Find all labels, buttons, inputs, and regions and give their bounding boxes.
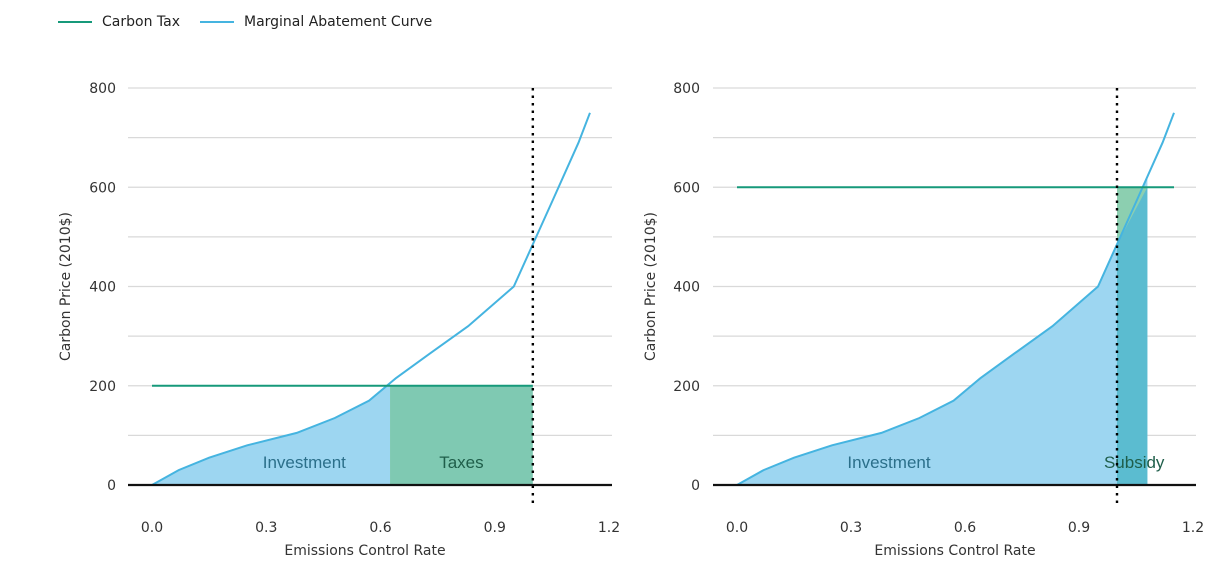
subsidy-tax-gap — [1117, 187, 1148, 245]
region-label-taxes: Taxes — [439, 453, 483, 472]
legend-item-marginal-abatement-curve: Marginal Abatement Curve — [199, 14, 433, 30]
investment-area — [152, 383, 391, 485]
y-tick-label: 800 — [89, 81, 116, 97]
x-tick-label: 0.9 — [1068, 520, 1090, 536]
subsidy-area — [1117, 187, 1148, 485]
x-tick-label: 0.6 — [954, 520, 976, 536]
y-tick-label: 400 — [89, 280, 116, 296]
taxes-area — [390, 385, 533, 485]
region-label-subsidy: Subsidy — [1104, 453, 1165, 472]
x-axis-title: Emissions Control Rate — [874, 543, 1035, 559]
legend-swatch-carbon-tax — [58, 21, 92, 23]
legend-swatch-marginal-abatement-curve — [199, 21, 234, 23]
y-tick-label: 600 — [89, 180, 116, 196]
x-tick-label: 1.2 — [598, 520, 620, 536]
y-tick-label: 400 — [673, 280, 700, 296]
y-tick-label: 800 — [673, 81, 700, 97]
x-axis-title: Emissions Control Rate — [284, 543, 445, 559]
legend-item-carbon-tax: Carbon Tax — [58, 14, 180, 30]
x-tick-label: 0.3 — [255, 520, 277, 536]
region-label-investment: Investment — [263, 453, 346, 472]
x-tick-label: 0.0 — [141, 520, 163, 536]
y-tick-label: 0 — [107, 478, 116, 494]
legend-label-carbon-tax: Carbon Tax — [102, 14, 180, 30]
x-tick-label: 0.6 — [369, 520, 391, 536]
legend: Carbon Tax Marginal Abatement Curve — [58, 10, 452, 34]
y-axis-title: Carbon Price (2010$) — [58, 212, 74, 361]
y-tick-label: 200 — [89, 379, 116, 395]
x-tick-label: 0.3 — [840, 520, 862, 536]
marginal-abatement-curve-line — [151, 112, 591, 486]
y-tick-label: 0 — [691, 478, 700, 494]
legend-label-marginal-abatement-curve: Marginal Abatement Curve — [243, 14, 433, 30]
x-tick-label: 0.9 — [484, 520, 506, 536]
chart-panel-2: Investment Subsidy 0 200 400 600 800 0.0 0.3 0.6 0… — [643, 81, 1204, 559]
marginal-abatement-curve-line — [736, 112, 1175, 486]
y-tick-label: 200 — [673, 379, 700, 395]
y-axis-title: Carbon Price (2010$) — [643, 212, 659, 361]
chart-panel-1: Investment Taxes 0 200 400 600 800 0.0 0.3 0.6 0.9… — [58, 81, 620, 559]
investment-area — [737, 176, 1148, 485]
x-tick-label: 1.2 — [1182, 520, 1204, 536]
y-tick-label: 600 — [673, 180, 700, 196]
x-tick-label: 0.0 — [726, 520, 748, 536]
region-label-investment: Investment — [847, 453, 930, 472]
